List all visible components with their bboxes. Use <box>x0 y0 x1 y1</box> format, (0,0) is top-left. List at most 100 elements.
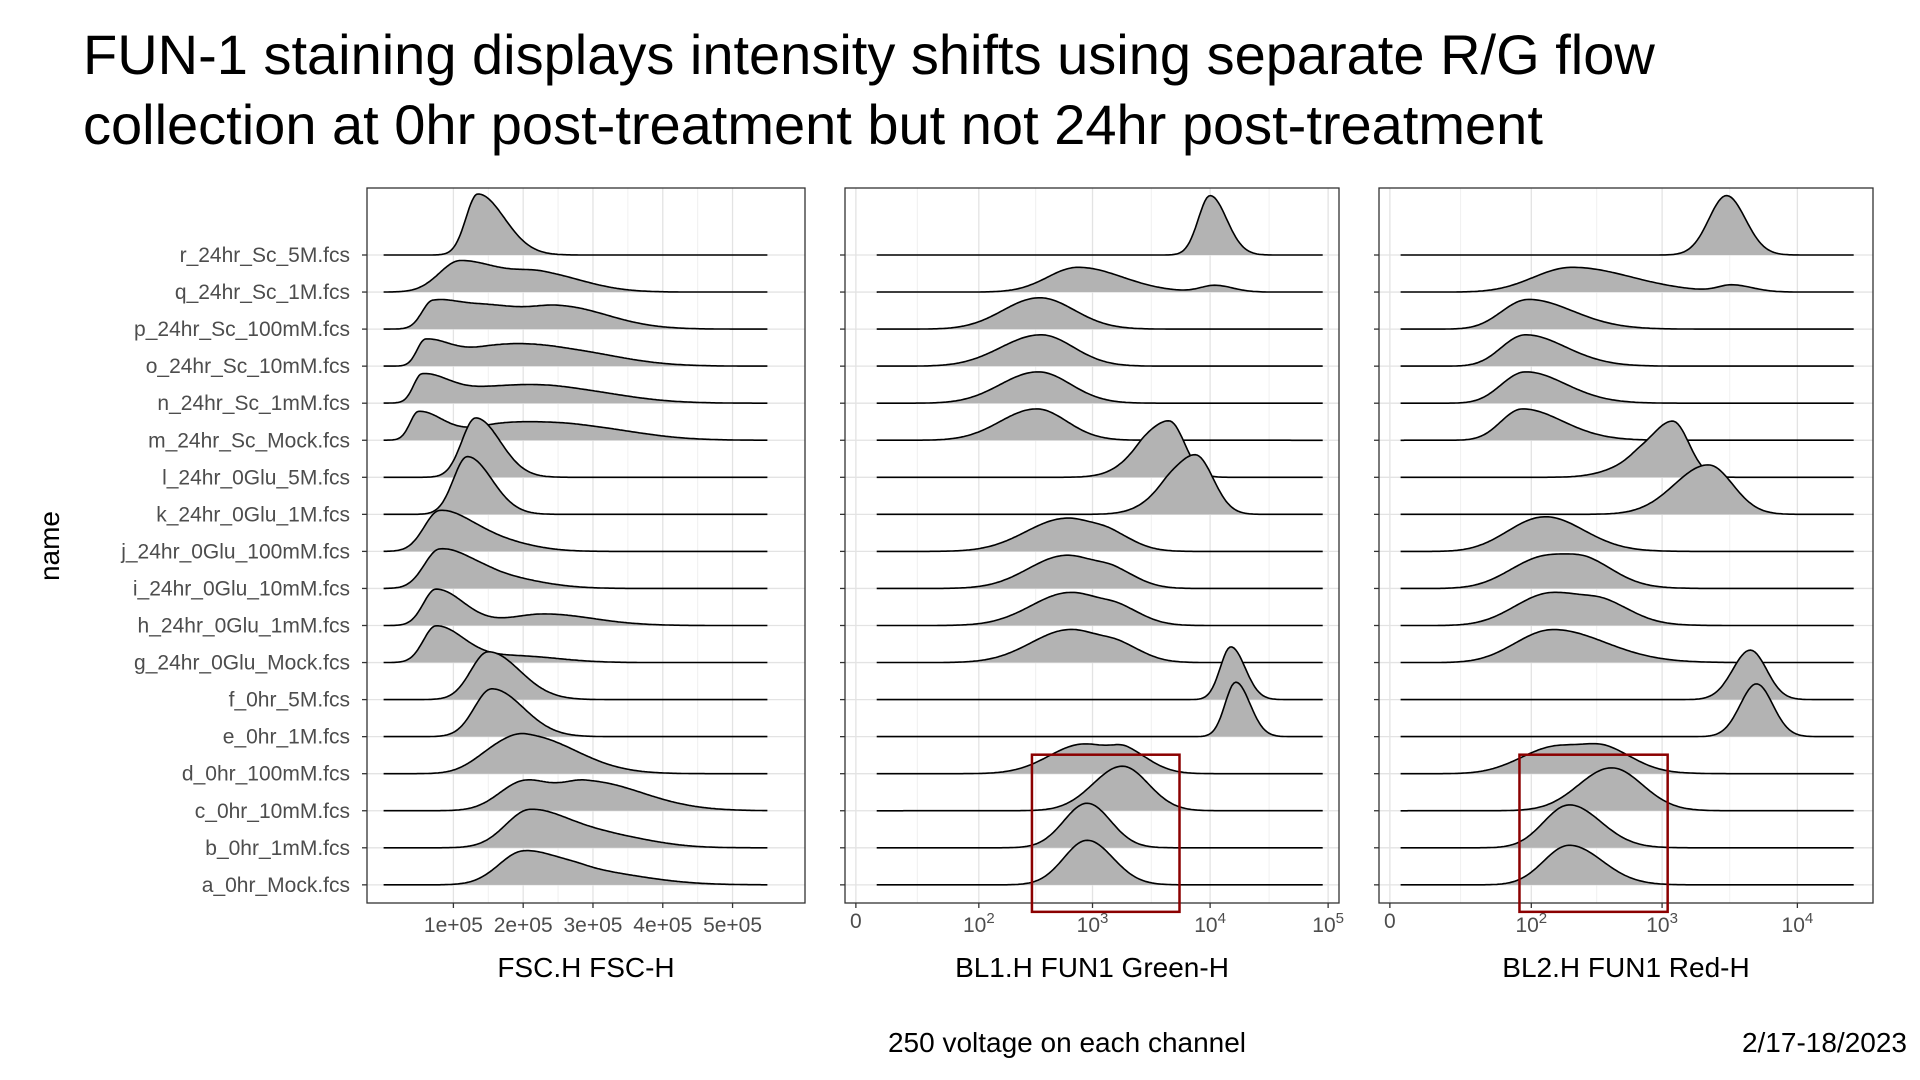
y-tick-label: f_0hr_5M.fcs <box>229 689 350 712</box>
ridge-c_0hr_10mM.fcs <box>383 779 768 812</box>
x-tick-label: 5e+05 <box>703 914 762 937</box>
y-tick-label: k_24hr_0Glu_1M.fcs <box>156 503 350 526</box>
x-tick-label: 104 <box>1194 910 1226 937</box>
ridge-line <box>383 259 768 293</box>
slide-title-line-1: FUN-1 staining displays intensity shifts… <box>83 23 1655 86</box>
x-axis-title: BL2.H FUN1 Red-H <box>1502 952 1749 983</box>
x-tick-label: 2e+05 <box>494 914 553 937</box>
ridge-fill <box>383 733 768 774</box>
ridge-fill <box>383 548 768 589</box>
x-tick-label: 103 <box>1646 910 1678 937</box>
y-tick-label: b_0hr_1mM.fcs <box>205 837 350 860</box>
x-axis-title: FSC.H FSC-H <box>497 952 674 983</box>
ridge-k_24hr_0Glu_1M.fcs <box>383 455 768 516</box>
ridge-line <box>383 372 768 404</box>
ridge-m_24hr_Sc_Mock.fcs <box>1400 408 1854 442</box>
ridge-line <box>383 779 768 812</box>
slide-title-line-2: collection at 0hr post-treatment but not… <box>83 93 1543 156</box>
ridge-fill <box>876 682 1323 737</box>
ridge-line <box>876 266 1323 293</box>
panel-2: 0 102 103 104 105 BL1.H FUN1 Green-H <box>840 187 1344 983</box>
ridge-fill <box>1400 553 1854 589</box>
y-tick-label: q_24hr_Sc_1M.fcs <box>175 281 350 304</box>
ridge-line <box>383 625 768 664</box>
ridge-line <box>876 408 1323 442</box>
ridge-b_0hr_1mM.fcs <box>1400 804 1854 849</box>
ridge-fill <box>1400 629 1854 663</box>
ridge-fill <box>876 840 1323 885</box>
ridge-c_0hr_10mM.fcs <box>876 765 1323 812</box>
footer-note: 250 voltage on each channel <box>887 1027 1247 1058</box>
ridge-fill <box>876 646 1323 700</box>
y-tick-label: m_24hr_Sc_Mock.fcs <box>148 429 350 452</box>
ridge-line <box>1400 516 1854 553</box>
ridge-d_0hr_100mM.fcs <box>383 732 768 775</box>
x-axis-title: BL1.H FUN1 Green-H <box>955 952 1229 983</box>
ridge-line <box>876 802 1323 849</box>
y-tick-label: c_0hr_10mM.fcs <box>195 800 350 823</box>
highlight-box <box>1518 753 1669 914</box>
ridge-fill <box>1400 650 1854 700</box>
ridge-h_24hr_0Glu_1mM.fcs <box>1400 591 1854 627</box>
ridge-line <box>383 193 768 256</box>
ridge-fill <box>876 518 1323 552</box>
ridge-line <box>1400 553 1854 590</box>
ridge-r_24hr_Sc_5M.fcs <box>383 193 768 256</box>
ridge-fill <box>383 194 768 255</box>
ridge-i_24hr_0Glu_10mM.fcs <box>1400 553 1854 590</box>
ridge-line <box>1400 194 1854 256</box>
panel-border <box>1378 187 1874 904</box>
ridge-r_24hr_Sc_5M.fcs <box>876 194 1323 256</box>
ridge-i_24hr_0Glu_10mM.fcs <box>876 554 1323 590</box>
ridge-fill <box>1400 408 1854 441</box>
ridge-i_24hr_0Glu_10mM.fcs <box>383 547 768 590</box>
ridge-line <box>383 547 768 590</box>
ridge-line <box>876 839 1323 886</box>
ridge-q_24hr_Sc_1M.fcs <box>876 266 1323 293</box>
ridge-line <box>383 417 768 479</box>
ridge-o_24hr_Sc_10mM.fcs <box>383 338 768 367</box>
ridge-fill <box>1400 334 1854 367</box>
y-tick-labels: r_24hr_Sc_5M.fcs q_24hr_Sc_1M.fcs p_24hr_S… <box>120 244 350 897</box>
ridge-fill <box>876 334 1323 367</box>
ridge-q_24hr_Sc_1M.fcs <box>1400 266 1854 293</box>
ridge-line <box>1400 420 1854 479</box>
ridge-line <box>876 765 1323 812</box>
ridge-f_0hr_5M.fcs <box>1400 649 1854 701</box>
ridge-line <box>1400 371 1854 404</box>
ridge-k_24hr_0Glu_1M.fcs <box>1400 464 1854 516</box>
y-tick-label: n_24hr_Sc_1mM.fcs <box>157 392 350 415</box>
panel-1: 1e+05 2e+05 3e+05 4e+05 5e+05 FSC.H FSC-H <box>362 187 806 983</box>
ridge-a_0hr_Mock.fcs <box>383 849 768 886</box>
ridge-l_24hr_0Glu_5M.fcs <box>876 420 1323 479</box>
ridge-o_24hr_Sc_10mM.fcs <box>1400 334 1854 367</box>
ridge-fill <box>1400 743 1854 774</box>
ridge-e_0hr_1M.fcs <box>876 681 1323 738</box>
ridge-fill <box>383 809 768 848</box>
ridge-line <box>1400 298 1854 330</box>
y-tick-label: g_24hr_0Glu_Mock.fcs <box>134 652 350 675</box>
ridge-fill <box>383 338 768 367</box>
ridge-fill <box>1400 767 1854 811</box>
ridge-line <box>383 410 768 441</box>
ridge-line <box>876 681 1323 738</box>
ridge-r_24hr_Sc_5M.fcs <box>1400 194 1854 256</box>
ridge-h_24hr_0Glu_1mM.fcs <box>876 591 1323 627</box>
ridge-fill <box>383 456 768 515</box>
ridge-fill <box>876 555 1323 589</box>
ridge-line <box>876 743 1323 775</box>
ridge-line <box>383 651 768 701</box>
ridge-line <box>876 554 1323 590</box>
ridge-line <box>1400 649 1854 701</box>
ridge-fill <box>383 260 768 293</box>
ridge-line <box>383 298 768 330</box>
ridge-line <box>1400 266 1854 293</box>
ridge-fill <box>383 510 768 552</box>
ridge-fill <box>876 743 1323 774</box>
ridge-line <box>876 420 1323 479</box>
x-tick-label: 104 <box>1782 910 1814 937</box>
ridge-j_24hr_0Glu_100mM.fcs <box>1400 516 1854 553</box>
ridge-line <box>876 646 1323 701</box>
ridge-fill <box>876 408 1323 441</box>
